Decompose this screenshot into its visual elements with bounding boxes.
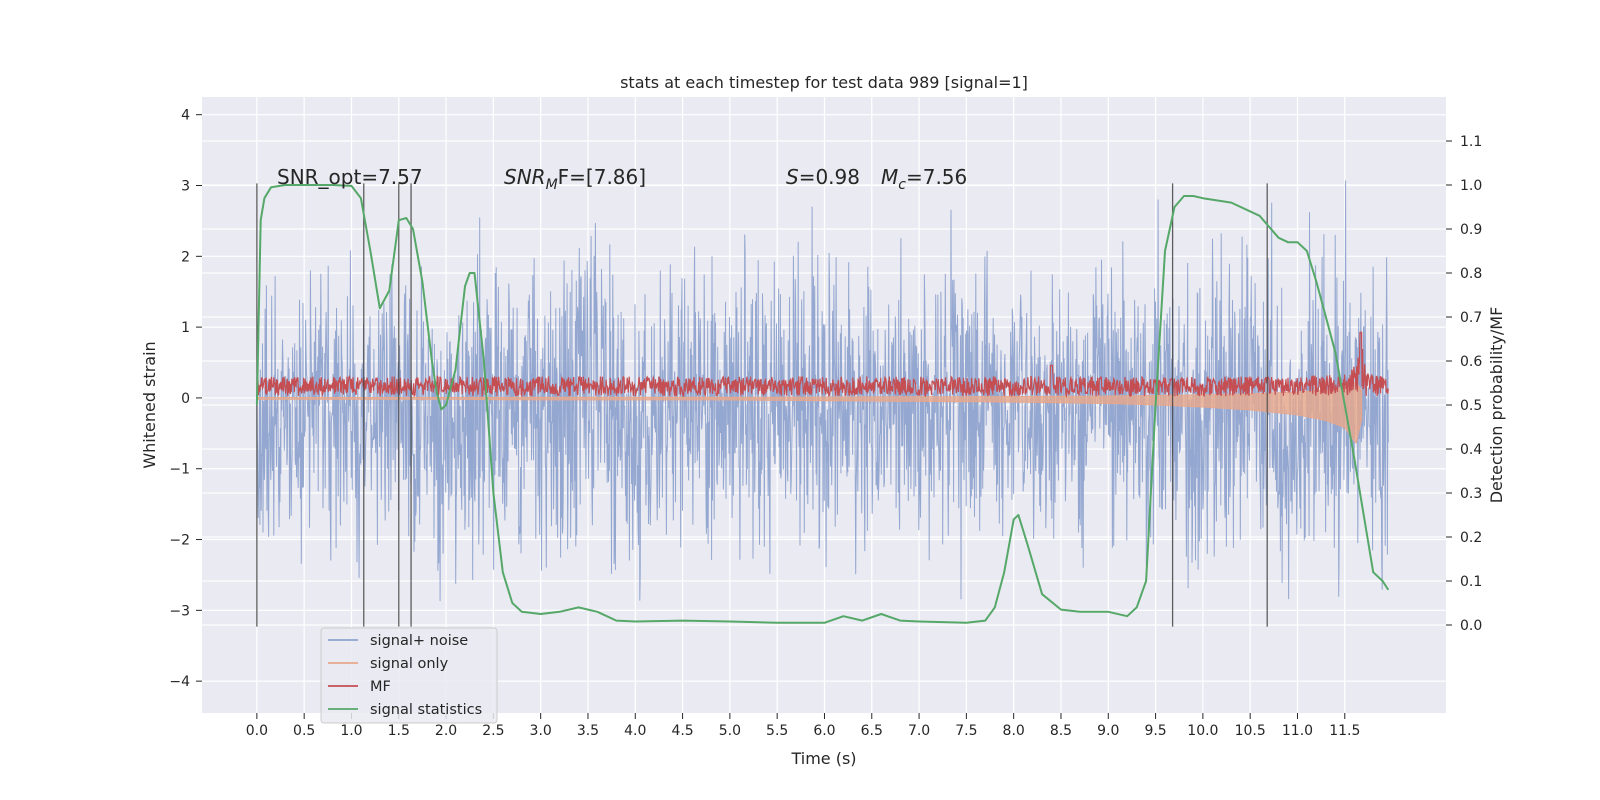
- y2-axis-label: Detection probability/MF: [1487, 307, 1506, 504]
- x-tick-label-23: 11.5: [1329, 723, 1360, 739]
- legend-box: [320, 627, 498, 724]
- x-tick-label-13: 6.5: [861, 723, 883, 739]
- y2-tick-label-0: 0.0: [1460, 618, 1482, 634]
- mf-line: [256, 331, 1389, 399]
- x-tick-label-6: 3.0: [530, 723, 552, 739]
- y-axis-ticks: −4 −3 −2 −1 0 1 2 3 4: [169, 108, 202, 690]
- x-tick-label-2: 1.0: [340, 723, 362, 739]
- y2-tick-label-11: 1.1: [1460, 134, 1482, 150]
- signal-noise-line: [256, 180, 1389, 602]
- annotation-s: S=0.98: [786, 165, 860, 189]
- y-tick-label-1: −3: [169, 603, 190, 619]
- legend-label-signal-noise: signal+ noise: [370, 633, 468, 649]
- annotation-snr-mf-rest: F=[7.86]: [558, 165, 646, 189]
- series-signal-noise: [256, 180, 1389, 602]
- annotation-snr-mf-sub: M: [546, 177, 558, 193]
- x-tick-label-9: 4.5: [671, 723, 693, 739]
- legend-label-mf: MF: [370, 679, 391, 695]
- x-tick-label-12: 6.0: [813, 723, 835, 739]
- y2-axis-ticks: 0.0 0.1 0.2 0.3 0.4 0.5 0.6 0.7 0.8 0.9 1.0 1.1: [1446, 134, 1482, 634]
- annotation-s-rest: =0.98: [799, 165, 860, 189]
- y-tick-label-7: 3: [181, 179, 190, 195]
- chart-title: stats at each timestep for test data 989…: [620, 73, 1028, 92]
- y2-tick-label-4: 0.4: [1460, 442, 1482, 458]
- signal-statistics-line: [255, 184, 1390, 624]
- x-axis-label: Time (s): [790, 749, 856, 768]
- x-tick-label-15: 7.5: [955, 723, 977, 739]
- x-tick-label-5: 2.5: [482, 723, 504, 739]
- annotation-mc-sub: c: [898, 177, 906, 193]
- annotation-snr-mf-main: SNR: [504, 165, 546, 189]
- legend: signal+ noise signal only MF signal stat…: [320, 627, 498, 724]
- x-tick-label-1: 0.5: [293, 723, 315, 739]
- x-tick-label-16: 8.0: [1003, 723, 1025, 739]
- y2-tick-label-5: 0.5: [1460, 398, 1482, 414]
- annotation-mc: Mc=7.56: [881, 165, 967, 193]
- y-tick-label-0: −4: [169, 674, 190, 690]
- y2-tick-label-3: 0.3: [1460, 486, 1482, 502]
- x-tick-label-7: 3.5: [577, 723, 599, 739]
- annotation-mc-rest: =7.56: [906, 165, 967, 189]
- x-tick-label-4: 2.0: [435, 723, 457, 739]
- x-tick-label-21: 10.5: [1235, 723, 1266, 739]
- annotation-mc-main: M: [881, 165, 898, 189]
- y2-tick-label-1: 0.1: [1460, 574, 1482, 590]
- y-tick-label-2: −2: [169, 533, 190, 549]
- y2-tick-label-2: 0.2: [1460, 530, 1482, 546]
- y-tick-label-4: 0: [181, 391, 190, 407]
- series-signal-statistics: [255, 184, 1390, 624]
- y-tick-label-6: 2: [181, 249, 190, 265]
- x-tick-label-18: 9.0: [1097, 723, 1119, 739]
- y-tick-label-5: 1: [181, 320, 190, 336]
- annotation-snr-mf: SNRMF=[7.86]: [504, 165, 646, 193]
- y-axis-label: Whitened strain: [140, 341, 159, 468]
- x-tick-label-22: 11.0: [1282, 723, 1313, 739]
- x-tick-label-8: 4.0: [624, 723, 646, 739]
- x-tick-label-14: 7.0: [908, 723, 930, 739]
- y2-tick-label-9: 0.9: [1460, 222, 1482, 238]
- legend-label-signal-only: signal only: [370, 656, 449, 672]
- x-axis-ticks: 0.0 0.5 1.0 1.5 2.0 2.5 3.0 3.5 4.0 4.5 5.0 5.5 6.0 6…: [246, 713, 1360, 739]
- x-tick-label-10: 5.0: [719, 723, 741, 739]
- y2-tick-label-6: 0.6: [1460, 354, 1482, 370]
- annotation-s-main: S: [786, 165, 799, 189]
- y-tick-label-8: 4: [181, 108, 190, 124]
- annotation-snr-opt: SNR_opt=7.57: [277, 165, 423, 189]
- vertical-markers: [256, 183, 1268, 627]
- legend-label-signal-statistics: signal statistics: [370, 702, 482, 718]
- series-mf: [256, 331, 1389, 399]
- y-tick-label-3: −1: [169, 462, 190, 478]
- signal-only-band: [256, 381, 1363, 445]
- x-tick-label-0: 0.0: [246, 723, 268, 739]
- x-tick-label-19: 9.5: [1144, 723, 1166, 739]
- y2-tick-label-7: 0.7: [1460, 310, 1482, 326]
- y2-tick-label-10: 1.0: [1460, 178, 1482, 194]
- x-tick-label-20: 10.0: [1187, 723, 1218, 739]
- x-tick-label-17: 8.5: [1050, 723, 1072, 739]
- series-signal-only: [256, 381, 1363, 445]
- y2-tick-label-8: 0.8: [1460, 266, 1482, 282]
- x-tick-label-11: 5.5: [766, 723, 788, 739]
- x-tick-label-3: 1.5: [388, 723, 410, 739]
